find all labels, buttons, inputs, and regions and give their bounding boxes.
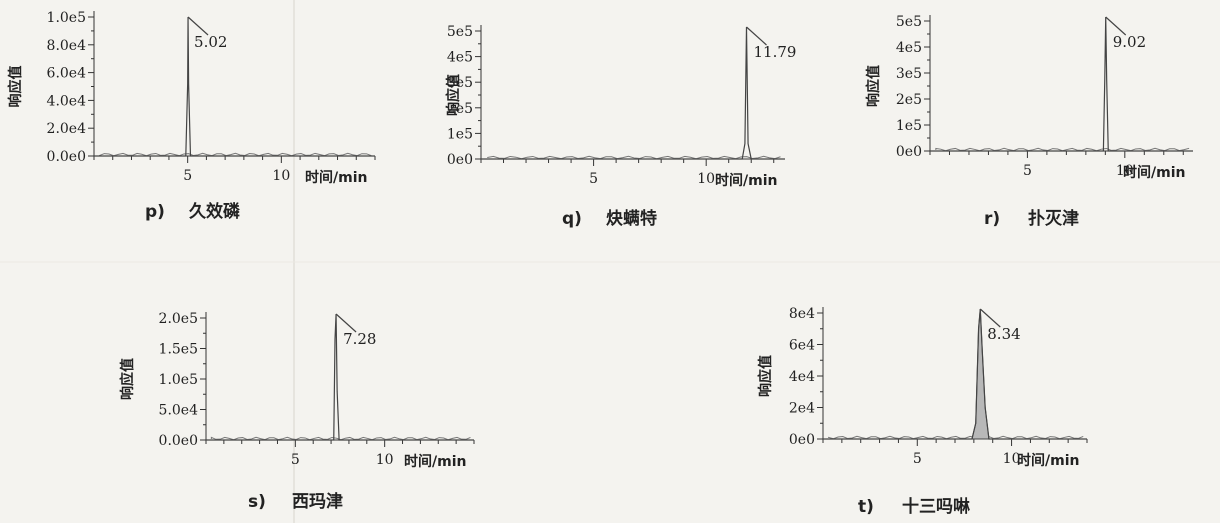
y-axis-label: 响应值 (445, 74, 462, 116)
y-tick-label: 4.0e4 (47, 93, 87, 109)
chromatogram-trace (930, 16, 1193, 152)
peak-leader (187, 16, 209, 36)
baseline-noise (99, 152, 372, 157)
caption-letter: q) (562, 209, 582, 229)
y-tick-label: 2.0e5 (159, 311, 198, 327)
baseline-noise (210, 436, 471, 441)
y-tick-label: 0.0e0 (47, 149, 86, 165)
caption-letter: r) (984, 209, 1000, 229)
baseline-noise (828, 435, 1084, 440)
caption-name: 十三吗啉 (902, 496, 970, 517)
peak-leader (746, 26, 767, 46)
y-tick-label: 4e5 (447, 50, 473, 66)
y-axis-label: 响应值 (119, 358, 136, 400)
y-tick-label: 0e0 (447, 152, 473, 168)
panel-s: 5 10 时间/min 0.0e0 5.0e4 1.0e5 1.5e5 2.0e5 响应值 7.2… (119, 311, 475, 512)
chromatogram-trace (94, 16, 375, 157)
y-tick-label: 8e4 (789, 306, 815, 322)
caption-letter: p) (145, 202, 165, 222)
caption-name: 西玛津 (292, 491, 343, 512)
x-tick-label: 10 (1003, 451, 1021, 467)
x-axis-label: 时间/min (404, 453, 466, 470)
y-tick-label: 3e5 (896, 66, 922, 82)
x-axis-label: 时间/min (715, 172, 777, 189)
x-tick-label: 10 (697, 171, 715, 187)
y-tick-label: 1e5 (896, 118, 922, 134)
y-tick-label: 5e5 (896, 14, 922, 30)
y-axis-label: 响应值 (7, 66, 24, 108)
x-tick-label: 5 (913, 451, 922, 467)
caption-letter: s) (248, 492, 266, 512)
y-tick-label: 5e5 (447, 24, 473, 40)
y-tick-label: 5.0e4 (159, 403, 199, 419)
y-tick-label: 1.5e5 (159, 342, 198, 358)
y-tick-label: 6e4 (789, 338, 815, 354)
panel-q: 5 10 时间/min 0e0 1e5 2e5 3e5 4e5 5e5 响应值 11.79 q) 炔螨特 (445, 24, 796, 229)
baseline-noise (935, 147, 1190, 152)
chromatogram-trace (481, 26, 785, 160)
peak-label: 8.34 (987, 325, 1020, 343)
peak-label: 7.28 (343, 330, 376, 348)
panel-p: 5 10 时间/min 0.0e0 2.0e4 4.0e4 6.0e4 8.0e4 1.0e5 响… (7, 10, 376, 222)
y-tick-label: 2e4 (789, 401, 815, 417)
caption-name: 久效磷 (189, 201, 241, 222)
y-tick-label: 0e0 (789, 432, 815, 448)
y-axis-label: 响应值 (757, 355, 774, 397)
x-tick-label: 5 (291, 452, 300, 468)
y-tick-label: 8.0e4 (47, 38, 87, 54)
y-tick-label: 2e5 (447, 101, 473, 117)
peak-leader (335, 313, 357, 333)
chromatogram-trace (823, 308, 1087, 440)
peak-leader (979, 308, 1001, 328)
y-tick-label: 4e4 (789, 369, 815, 385)
x-tick-label: 10 (1116, 163, 1134, 179)
y-tick-label: 2.0e4 (47, 121, 87, 137)
y-tick-label: 1e5 (447, 126, 473, 142)
y-tick-label: 0.0e0 (159, 433, 198, 449)
y-tick-label: 1.0e5 (47, 10, 86, 26)
caption-name: 扑灭津 (1028, 208, 1079, 229)
caption-name: 炔螨特 (606, 208, 657, 229)
y-tick-label: 6.0e4 (47, 66, 87, 82)
peak-label: 9.02 (1113, 33, 1146, 51)
y-tick-label: 2e5 (896, 92, 922, 108)
y-tick-label: 0e0 (896, 144, 922, 160)
x-axis-label: 时间/min (305, 169, 367, 186)
y-axis-label: 响应值 (865, 65, 882, 107)
x-axis-label: 时间/min (1123, 164, 1185, 181)
x-tick-label: 5 (1023, 163, 1032, 179)
x-tick-label: 5 (183, 168, 192, 184)
peak-label: 5.02 (194, 33, 227, 51)
x-tick-label: 5 (589, 171, 598, 187)
peak-leader (1105, 16, 1127, 36)
chromatogram-trace (206, 313, 474, 441)
peak-area (823, 308, 1087, 440)
baseline-noise (487, 155, 781, 160)
y-tick-label: 1.0e5 (159, 372, 198, 388)
y-tick-label: 3e5 (447, 75, 473, 91)
caption-letter: t) (858, 497, 874, 517)
x-tick-label: 10 (376, 452, 394, 468)
y-tick-label: 4e5 (896, 40, 922, 56)
peak-label: 11.79 (753, 43, 796, 61)
x-tick-label: 10 (272, 168, 290, 184)
x-axis-label: 时间/min (1017, 452, 1079, 469)
